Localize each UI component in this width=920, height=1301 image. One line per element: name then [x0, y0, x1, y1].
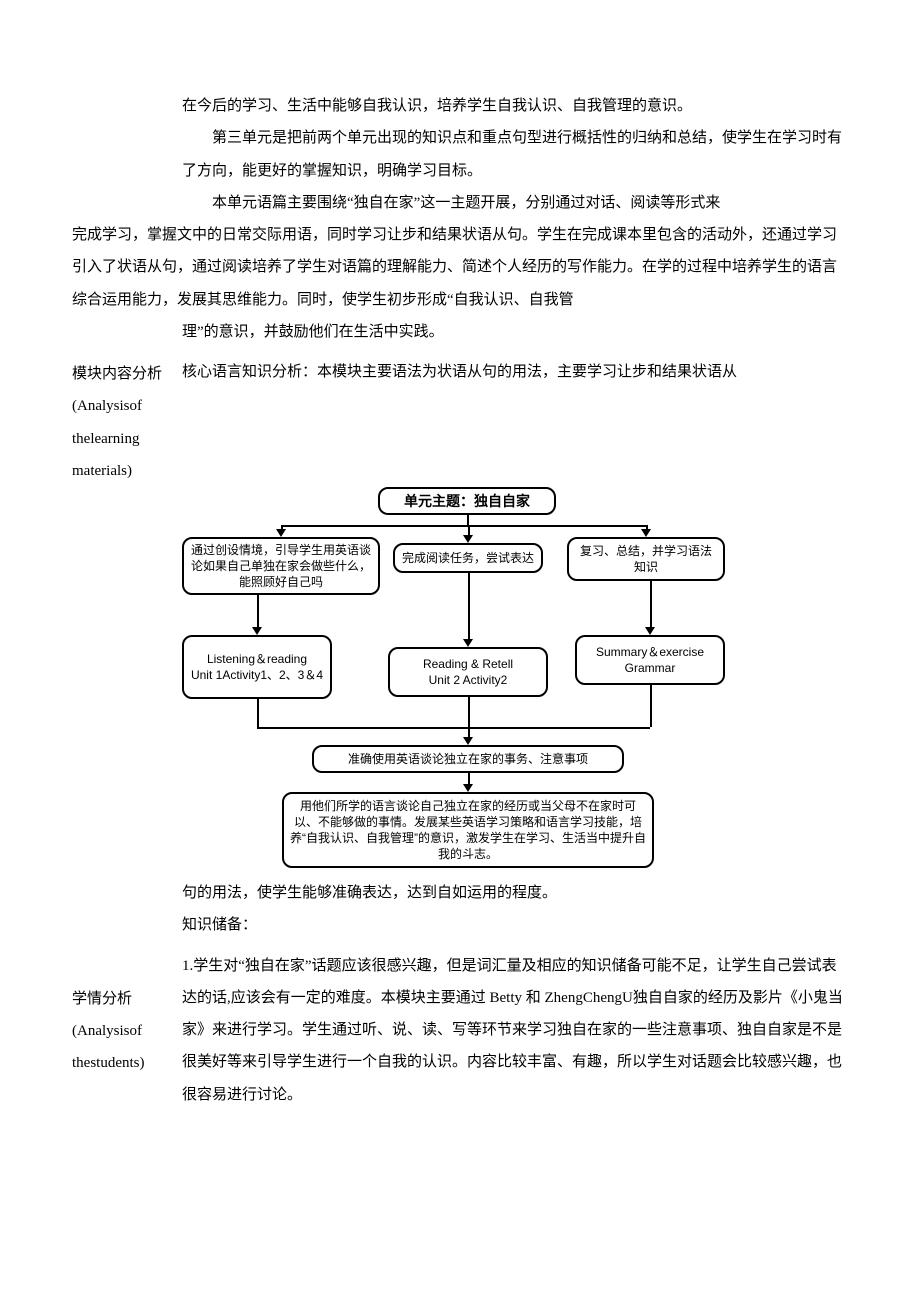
diagram-outcome-box: 用他们所学的语言谈论自己独立在家的经历或当父母不在家时可以、不能够做的事情。发展… [282, 792, 654, 868]
arrowhead-icon [463, 535, 473, 543]
connector-line [257, 595, 259, 629]
label-line: 学情分析 [72, 983, 182, 1015]
student-analysis-label: 学情分析 (Analysisof thestudents) [72, 981, 182, 1080]
arrowhead-icon [645, 627, 655, 635]
module-analysis-content: 核心语言知识分析：本模块主要语法为状语从句的用法，主要学习让步和结果状语从 [182, 356, 848, 388]
arrowhead-icon [276, 529, 286, 537]
diagram-review-box: 复习、总结，并学习语法知识 [567, 537, 725, 581]
intro-p3b: 完成学习，掌握文中的日常交际用语，同时学习让步和结果状语从句。学生在完成课本里包… [72, 219, 848, 316]
label-line: (Analysisof [72, 1015, 182, 1047]
diagram-summary-box: Summary＆exerciseGrammar [575, 635, 725, 685]
intro-paragraphs: 在今后的学习、生活中能够自我认识，培养学生自我认识、自我管理的意识。 第三单元是… [182, 90, 848, 219]
diagram-listening-box: Listening＆readingUnit 1Activity1、2、3＆4 [182, 635, 332, 699]
arrowhead-icon [463, 639, 473, 647]
diagram-title-box: 单元主题：独自自家 [378, 487, 556, 515]
unit-theme-flowchart: 单元主题：独自自家通过创设情境，引导学生用英语谈论如果自己单独在家会做些什么，能… [182, 487, 752, 877]
connector-line [467, 515, 469, 525]
knowledge-reserve-label: 知识储备： [182, 909, 848, 941]
module-analysis-section: 模块内容分析 (Analysisof thelearning materials… [72, 356, 848, 487]
connector-line [468, 697, 470, 727]
student-analysis-section: 学情分析 (Analysisof thestudents) 1.学生对“独自在家… [72, 950, 848, 1111]
label-line: (Analysisof [72, 390, 182, 422]
intro-p2: 第三单元是把前两个单元出现的知识点和重点句型进行概括性的归纳和总结，使学生在学习… [182, 122, 848, 187]
label-line: thestudents) [72, 1047, 182, 1079]
student-analysis-content: 1.学生对“独自在家”话题应该很感兴趣，但是词汇量及相应的知识储备可能不足，让学… [182, 950, 848, 1111]
connector-line [281, 525, 646, 527]
student-analysis-p1: 1.学生对“独自在家”话题应该很感兴趣，但是词汇量及相应的知识储备可能不足，让学… [182, 950, 848, 1111]
diagram-goal-box: 准确使用英语谈论独立在家的事务、注意事项 [312, 745, 624, 773]
arrowhead-icon [463, 784, 473, 792]
label-line: 模块内容分析 [72, 358, 182, 390]
arrowhead-icon [641, 529, 651, 537]
label-line: materials) [72, 455, 182, 487]
diagram-context-box: 通过创设情境，引导学生用英语谈论如果自己单独在家会做些什么，能照顾好自己吗 [182, 537, 380, 595]
connector-line [650, 581, 652, 629]
arrowhead-icon [252, 627, 262, 635]
diagram-retell-box: Reading & RetellUnit 2 Activity2 [388, 647, 548, 697]
diagram-reading-task-box: 完成阅读任务，尝试表达 [393, 543, 543, 573]
arrowhead-icon [463, 737, 473, 745]
connector-line [650, 685, 652, 727]
intro-p3c: 理”的意识，并鼓励他们在生活中实践。 [182, 316, 848, 348]
connector-line [257, 727, 650, 729]
intro-p1: 在今后的学习、生活中能够自我认识，培养学生自我认识、自我管理的意识。 [182, 90, 848, 122]
core-knowledge-text: 核心语言知识分析：本模块主要语法为状语从句的用法，主要学习让步和结果状语从 [182, 356, 848, 388]
after-diagram-block: 句的用法，使学生能够准确表达，达到自如运用的程度。 知识储备： [182, 877, 848, 942]
module-analysis-label: 模块内容分析 (Analysisof thelearning materials… [72, 356, 182, 487]
connector-line [257, 699, 259, 727]
connector-line [468, 573, 470, 641]
document-page: 在今后的学习、生活中能够自我认识，培养学生自我认识、自我管理的意识。 第三单元是… [0, 0, 920, 1171]
intro-p3a: 本单元语篇主要围绕“独自在家”这一主题开展，分别通过对话、阅读等形式来 [182, 187, 848, 219]
after-diagram-text: 句的用法，使学生能够准确表达，达到自如运用的程度。 [182, 877, 848, 909]
label-line: thelearning [72, 423, 182, 455]
